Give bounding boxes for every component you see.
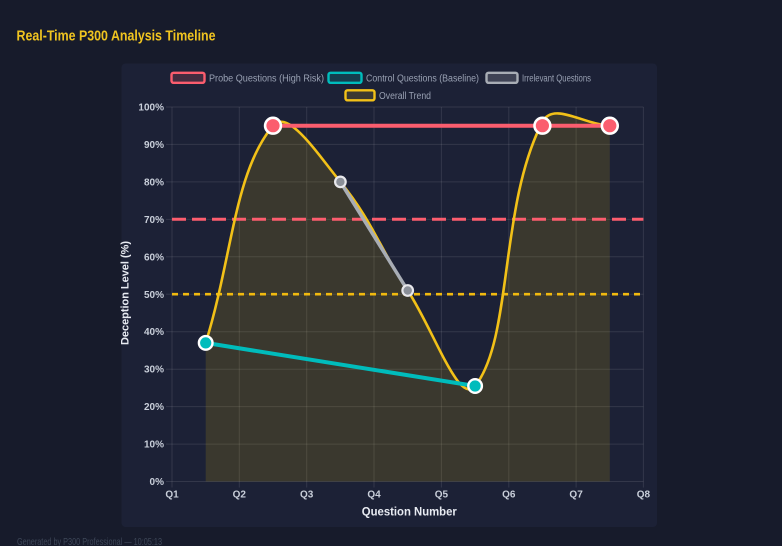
svg-text:Q7: Q7 — [569, 490, 583, 501]
svg-text:Q3: Q3 — [300, 490, 314, 501]
svg-text:20%: 20% — [144, 402, 164, 413]
svg-text:Q1: Q1 — [165, 490, 179, 501]
svg-text:Q8: Q8 — [637, 490, 651, 501]
svg-text:Q5: Q5 — [435, 490, 449, 501]
svg-text:Deception Level (%): Deception Level (%) — [120, 241, 132, 345]
svg-text:Irrelevant Questions: Irrelevant Questions — [522, 74, 591, 85]
svg-text:Question Number: Question Number — [362, 507, 458, 519]
svg-text:80%: 80% — [144, 177, 164, 188]
svg-text:10%: 10% — [144, 440, 164, 451]
svg-text:Probe Questions (High Risk): Probe Questions (High Risk) — [209, 74, 324, 85]
svg-text:60%: 60% — [144, 252, 164, 263]
svg-text:40%: 40% — [144, 327, 164, 338]
svg-text:50%: 50% — [144, 290, 164, 301]
svg-text:Q6: Q6 — [502, 490, 516, 501]
svg-text:Overall Trend: Overall Trend — [379, 91, 431, 102]
svg-text:70%: 70% — [144, 215, 164, 226]
svg-text:Q4: Q4 — [367, 490, 381, 501]
svg-text:Generated by P300 Professional: Generated by P300 Professional — 10:05:1… — [17, 536, 162, 546]
svg-text:0%: 0% — [150, 477, 165, 488]
svg-text:100%: 100% — [138, 103, 164, 114]
svg-text:Real-Time P300 Analysis Timeli: Real-Time P300 Analysis Timeline — [17, 28, 216, 45]
svg-text:Q2: Q2 — [233, 490, 247, 501]
svg-text:30%: 30% — [144, 365, 164, 376]
svg-text:Control Questions (Baseline): Control Questions (Baseline) — [366, 74, 479, 85]
svg-text:90%: 90% — [144, 140, 164, 151]
